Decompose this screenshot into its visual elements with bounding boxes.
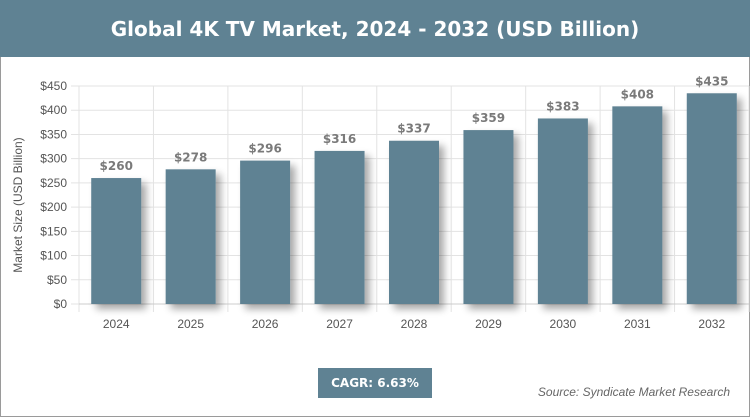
y-tick-label: $350 bbox=[40, 127, 67, 141]
x-tick-label: 2026 bbox=[252, 317, 279, 331]
data-label: $435 bbox=[695, 74, 728, 88]
bar bbox=[686, 93, 737, 305]
bar bbox=[537, 118, 588, 304]
cagr-badge: CAGR: 6.63% bbox=[318, 368, 432, 398]
x-tick-label: 2027 bbox=[326, 317, 353, 331]
data-label: $337 bbox=[397, 122, 430, 136]
x-tick-label: 2025 bbox=[177, 317, 204, 331]
source-note: Source: Syndicate Market Research bbox=[537, 385, 730, 399]
data-label: $383 bbox=[546, 99, 579, 113]
x-tick-label: 2029 bbox=[475, 317, 502, 331]
bar bbox=[463, 130, 514, 304]
x-tick-label: 2024 bbox=[103, 317, 130, 331]
x-tick-label: 2031 bbox=[624, 317, 651, 331]
y-tick-label: $400 bbox=[40, 103, 67, 117]
chart-title: Global 4K TV Market, 2024 - 2032 (USD Bi… bbox=[0, 0, 750, 57]
x-tick-label: 2032 bbox=[698, 317, 725, 331]
x-tick-label: 2030 bbox=[550, 317, 577, 331]
y-tick-label: $100 bbox=[40, 249, 67, 263]
y-tick-label: $450 bbox=[40, 79, 67, 93]
y-tick-label: $150 bbox=[40, 224, 67, 238]
y-tick-label: $300 bbox=[40, 152, 67, 166]
bar bbox=[612, 106, 663, 304]
y-tick-label: $250 bbox=[40, 176, 67, 190]
data-label: $359 bbox=[472, 111, 505, 125]
data-label: $296 bbox=[248, 142, 281, 156]
data-label: $278 bbox=[174, 150, 207, 164]
bar bbox=[91, 178, 142, 304]
bar bbox=[314, 150, 365, 304]
data-label: $316 bbox=[323, 132, 356, 146]
bar bbox=[389, 140, 439, 304]
bar bbox=[165, 169, 216, 304]
y-tick-label: $50 bbox=[47, 273, 67, 287]
y-tick-label: $0 bbox=[54, 297, 68, 311]
y-axis-title: Market Size (USD Billion) bbox=[11, 137, 25, 272]
x-tick-label: 2028 bbox=[401, 317, 428, 331]
y-tick-label: $200 bbox=[40, 200, 67, 214]
data-label: $260 bbox=[100, 159, 133, 173]
data-label: $408 bbox=[621, 87, 654, 101]
bar bbox=[240, 160, 291, 304]
